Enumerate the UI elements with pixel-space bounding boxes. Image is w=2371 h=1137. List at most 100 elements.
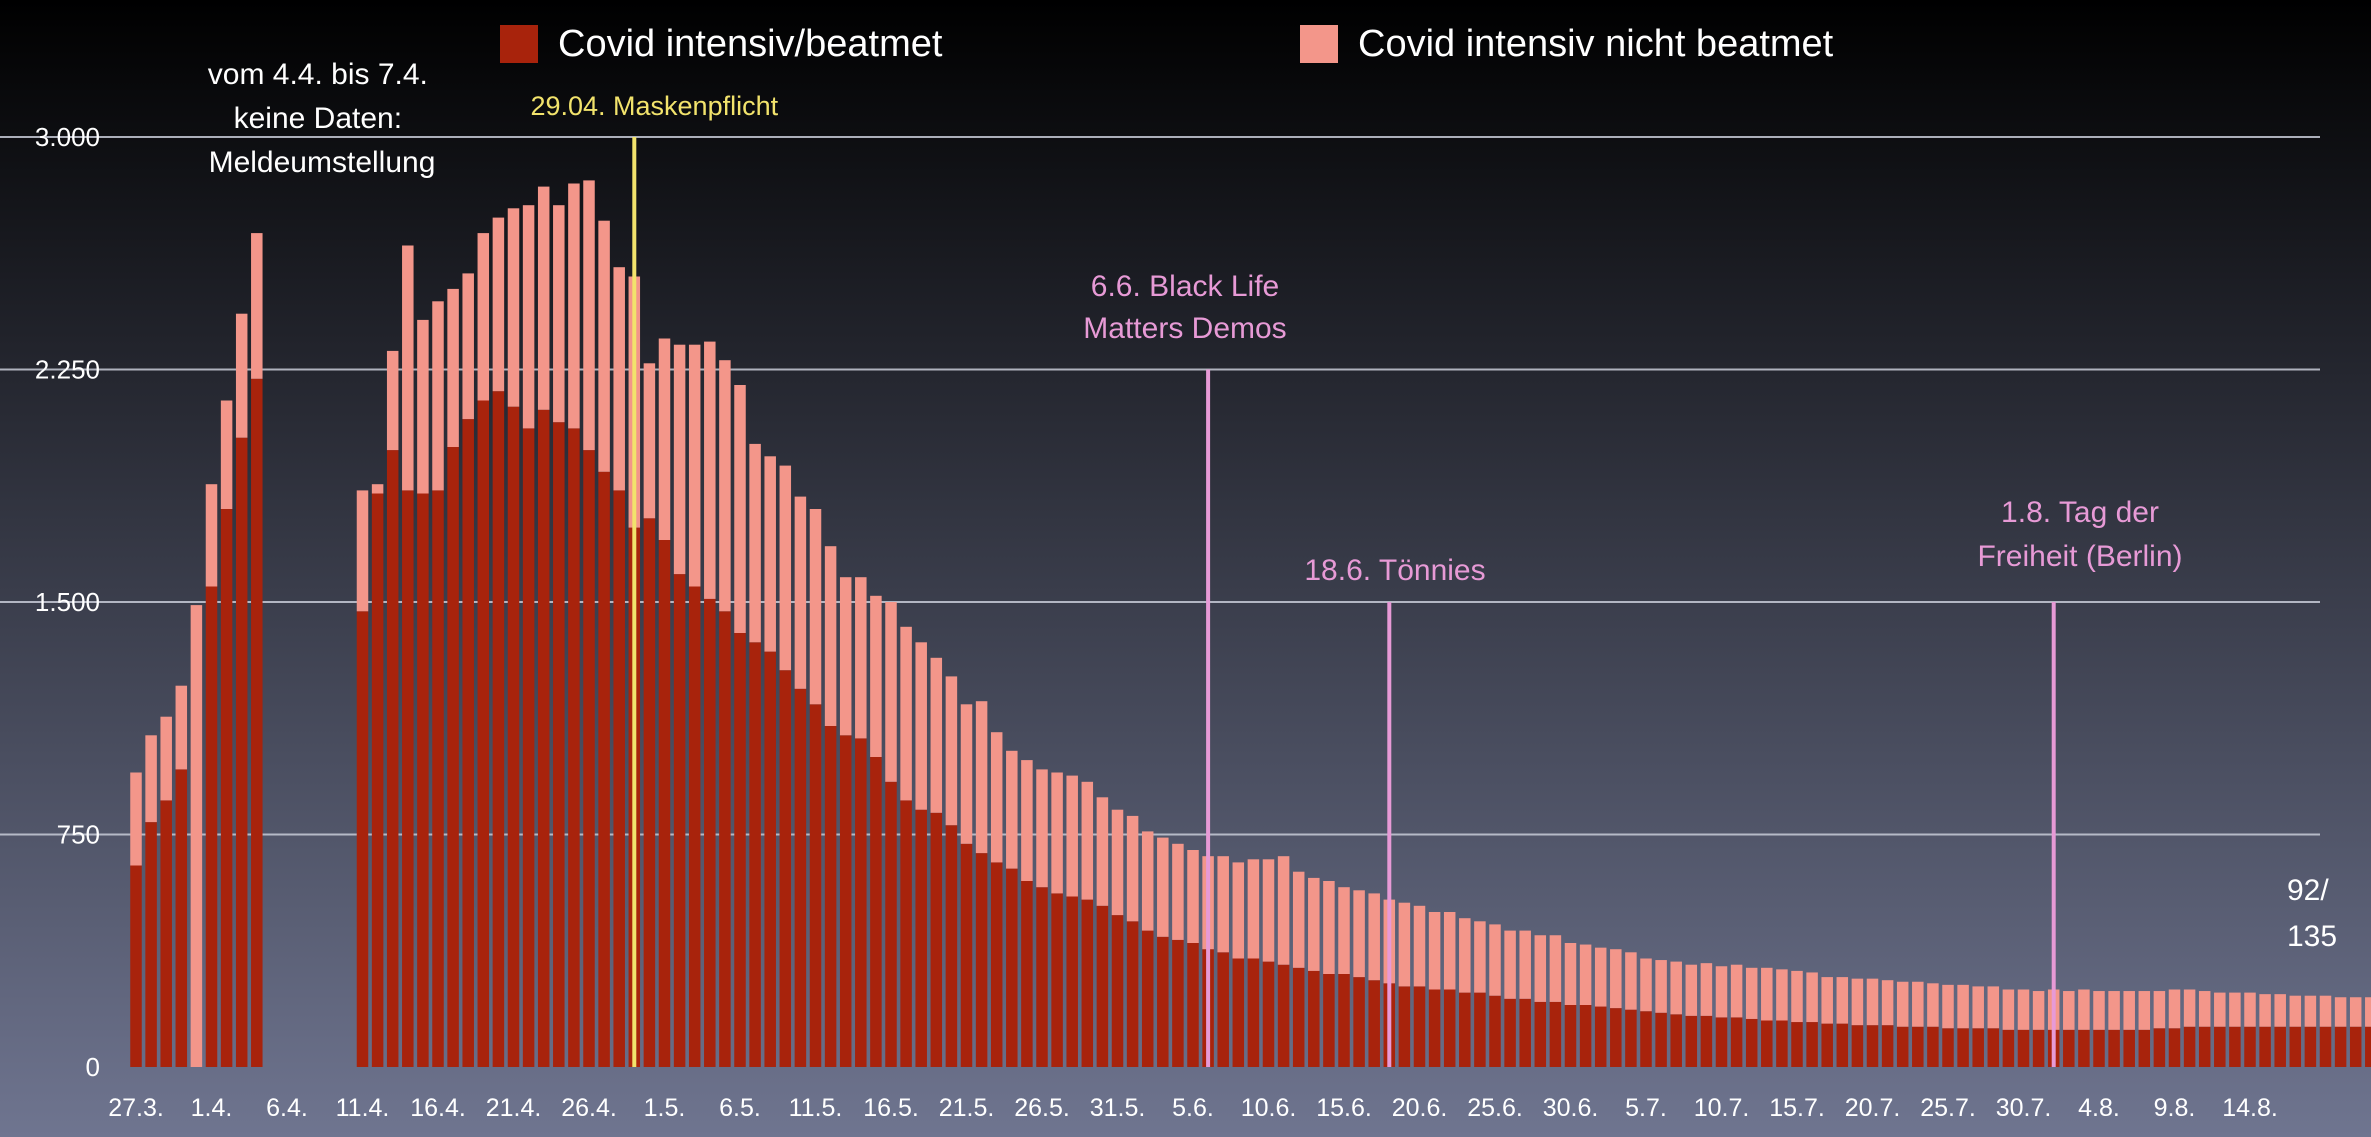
bar-beatmet (1413, 986, 1426, 1067)
bar-beatmet (2123, 1029, 2135, 1067)
bar-nicht-beatmet (1534, 935, 1547, 1002)
bar-nicht-beatmet (1111, 809, 1124, 916)
legend-swatch-nicht-beatmet (1300, 25, 1338, 63)
bar-beatmet (2017, 1029, 2030, 1067)
bar-nicht-beatmet (583, 180, 595, 451)
x-tick-label: 10.7. (1694, 1094, 1750, 1122)
bar-beatmet (1776, 1020, 1788, 1067)
bar-nicht-beatmet (2153, 991, 2166, 1029)
bar-nicht-beatmet (1051, 772, 1063, 894)
bar-beatmet (2289, 1026, 2302, 1067)
bar-beatmet (1126, 921, 1139, 1067)
bar-beatmet (2063, 1029, 2075, 1067)
bar-beatmet (175, 769, 188, 1067)
bar-nicht-beatmet (507, 208, 520, 407)
x-tick-label: 26.5. (1014, 1094, 1070, 1122)
bar-nicht-beatmet (1972, 986, 1984, 1029)
bar-nicht-beatmet (885, 602, 897, 782)
bar-nicht-beatmet (1217, 856, 1229, 953)
bar-nicht-beatmet (930, 657, 943, 813)
bar-beatmet (1292, 967, 1305, 1067)
bar-beatmet (386, 450, 399, 1068)
bar-nicht-beatmet (1036, 769, 1048, 888)
bar-nicht-beatmet (386, 350, 399, 451)
bar-beatmet (839, 735, 852, 1067)
bar-beatmet (1398, 986, 1411, 1067)
x-tick-label: 11.4. (336, 1094, 390, 1122)
bar-nicht-beatmet (1247, 859, 1260, 959)
bar-beatmet (1987, 1028, 2000, 1067)
x-tick-label: 25.7. (1920, 1094, 1976, 1122)
bar-nicht-beatmet (598, 220, 610, 472)
bar-nicht-beatmet (794, 496, 807, 689)
bar-beatmet (1323, 974, 1335, 1067)
bar-nicht-beatmet (1866, 978, 1879, 1026)
bar-nicht-beatmet (1579, 944, 1592, 1005)
bar-beatmet (2319, 1026, 2332, 1067)
bar-beatmet (990, 862, 1003, 1067)
bar-nicht-beatmet (1172, 843, 1184, 940)
bar-beatmet (2198, 1026, 2211, 1067)
bar-beatmet (1489, 995, 1501, 1067)
missing-data-note: vom 4.4. bis 7.4. keine Daten: Meldeumst… (208, 58, 436, 179)
bar-nicht-beatmet (145, 735, 157, 823)
bar-nicht-beatmet (432, 301, 444, 491)
bar-nicht-beatmet (1504, 930, 1516, 999)
bar-beatmet (598, 471, 610, 1067)
bar-beatmet (673, 574, 686, 1067)
bar-beatmet (205, 586, 218, 1067)
bar-nicht-beatmet (1594, 947, 1607, 1007)
bar-nicht-beatmet (1141, 831, 1154, 931)
bar-nicht-beatmet (1791, 970, 1803, 1023)
bar-nicht-beatmet (402, 245, 414, 491)
bar-beatmet (1610, 1008, 1622, 1067)
x-tick-label: 30.7. (1996, 1094, 2052, 1122)
bar-nicht-beatmet (1157, 837, 1169, 937)
bar-nicht-beatmet (1308, 877, 1320, 971)
x-tick-label: 9.8. (2154, 1094, 2196, 1122)
bar-nicht-beatmet (1277, 856, 1290, 965)
bar-beatmet (2244, 1026, 2256, 1067)
bar-nicht-beatmet (900, 626, 912, 801)
bar-nicht-beatmet (477, 233, 490, 401)
x-tick-label: 27.3. (108, 1094, 164, 1122)
bar-nicht-beatmet (553, 205, 565, 423)
bar-nicht-beatmet (1428, 912, 1441, 990)
x-tick-label: 30.6. (1543, 1094, 1599, 1122)
bar-nicht-beatmet (1353, 890, 1365, 978)
bar-beatmet (1051, 893, 1063, 1067)
bar-nicht-beatmet (1096, 797, 1109, 906)
bar-beatmet (1474, 992, 1486, 1067)
bar-nicht-beatmet (824, 546, 837, 726)
bar-beatmet (1262, 961, 1275, 1067)
bar-beatmet (2168, 1028, 2181, 1067)
bar-beatmet (1745, 1018, 1758, 1067)
bar-beatmet (960, 843, 973, 1067)
annotations: 29.04. Maskenpflicht 6.6. Black Life Matte… (530, 91, 2183, 1067)
bar-nicht-beatmet (1776, 969, 1788, 1021)
bar-beatmet (2078, 1029, 2090, 1067)
bar-nicht-beatmet (1292, 871, 1305, 968)
bar-beatmet (160, 800, 172, 1067)
legend-label-nicht-beatmet: Covid intensiv nicht beatmet (1358, 23, 1834, 65)
bar-nicht-beatmet (1398, 902, 1411, 987)
annotation-label-line: 6.6. Black Life (1091, 270, 1279, 303)
bar-nicht-beatmet (462, 273, 474, 420)
bar-beatmet (1761, 1020, 1773, 1067)
bar-beatmet (2138, 1029, 2151, 1067)
bar-nicht-beatmet (1745, 967, 1758, 1019)
bar-beatmet (553, 422, 565, 1067)
bar-beatmet (1217, 952, 1229, 1067)
bar-nicht-beatmet (2123, 991, 2135, 1030)
annotation-label: 6.6. Black Life Matters Demos (1083, 270, 1286, 345)
bar-nicht-beatmet (749, 443, 761, 643)
bar-nicht-beatmet (839, 577, 852, 736)
bar-beatmet (824, 726, 837, 1067)
bar-beatmet (477, 400, 490, 1067)
bar-nicht-beatmet (1670, 961, 1682, 1015)
x-tick-label: 16.4. (410, 1094, 466, 1122)
bar-nicht-beatmet (1187, 850, 1199, 943)
bar-beatmet (749, 642, 761, 1067)
y-tick-label: 0 (86, 1052, 100, 1082)
bar-beatmet (145, 822, 157, 1067)
